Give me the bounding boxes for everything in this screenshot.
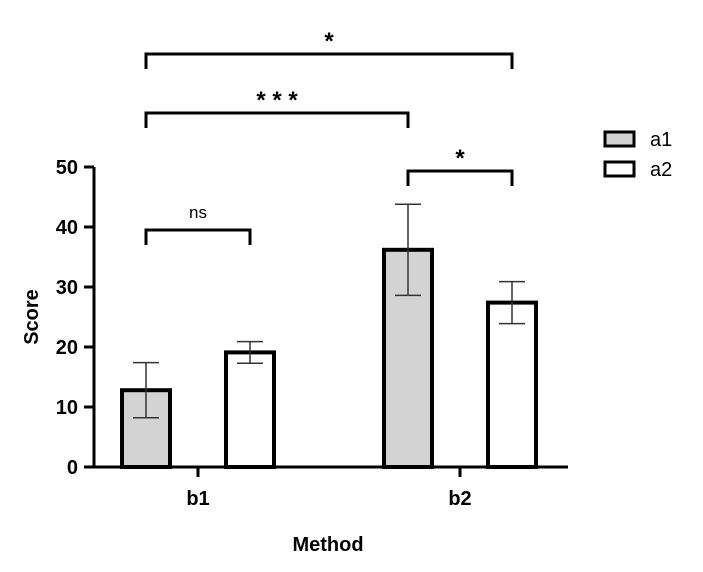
legend-label: a1 — [650, 129, 672, 151]
y-axis: 0 10 20 30 40 50 — [56, 157, 96, 479]
x-tick-label: b2 — [448, 488, 471, 510]
bar — [224, 350, 276, 469]
x-axis: b1 b2 — [92, 465, 568, 510]
significance-label: * — [455, 145, 465, 172]
legend-swatch — [603, 130, 636, 148]
significance-label: * * * — [256, 87, 298, 114]
y-axis-title: Score — [21, 289, 43, 345]
x-axis-title: Method — [292, 534, 363, 556]
y-tick-label: 20 — [56, 337, 78, 359]
y-tick-label: 40 — [56, 217, 78, 239]
y-tick-label: 10 — [56, 397, 78, 419]
significance-bracket — [406, 169, 514, 186]
significance-brackets: ns * * * * * — [144, 28, 514, 245]
y-tick-label: 50 — [56, 157, 78, 179]
significance-bracket — [144, 228, 252, 245]
significance-label: ns — [189, 203, 207, 222]
significance-label: * — [324, 28, 334, 55]
y-tick-label: 0 — [67, 457, 78, 479]
y-tick-label: 30 — [56, 277, 78, 299]
significance-bracket — [144, 111, 410, 128]
legend-swatch — [603, 160, 636, 178]
bars — [120, 203, 538, 470]
x-tick-label: b1 — [186, 488, 209, 510]
bar — [486, 300, 538, 469]
legend-label: a2 — [650, 159, 672, 181]
significance-bracket — [144, 52, 514, 69]
